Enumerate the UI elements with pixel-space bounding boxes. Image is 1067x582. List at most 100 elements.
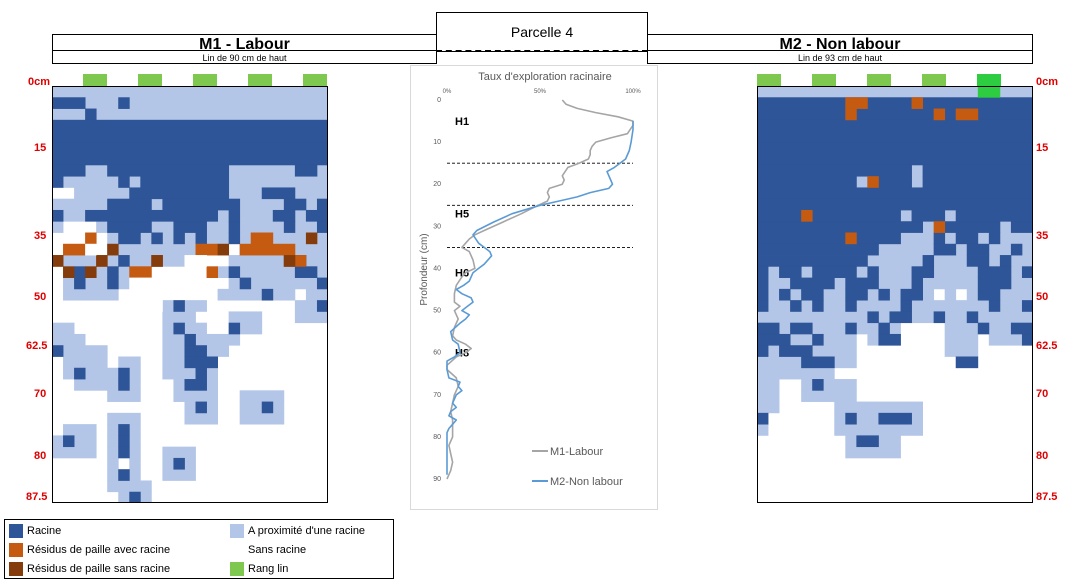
root-cell <box>118 97 130 109</box>
no-root-cell <box>85 243 97 256</box>
near-root-cell <box>845 435 857 448</box>
near-root-cell <box>316 266 328 278</box>
root-cell <box>316 300 328 312</box>
near-root-cell <box>184 322 207 335</box>
near-root-cell <box>834 401 923 414</box>
root-cell <box>933 311 946 324</box>
root-cell <box>922 255 935 267</box>
near-root-cell <box>85 367 108 380</box>
near-root-cell <box>52 108 86 121</box>
root-cell <box>790 322 813 335</box>
root-cell <box>988 300 1001 312</box>
near-root-cell <box>922 277 979 290</box>
root-cell <box>900 288 923 301</box>
legend-label: A proximité d'une racine <box>248 525 366 537</box>
root-cell <box>228 266 241 278</box>
near-root-cell <box>768 266 780 278</box>
root-cell <box>118 379 130 391</box>
chart-panel <box>410 65 658 510</box>
near-root-cell <box>52 198 108 211</box>
root-cell <box>878 412 912 425</box>
right-rang-marker <box>812 74 836 86</box>
legend: Racine Résidus de paille avec racine Rés… <box>4 519 394 579</box>
near-root-cell <box>294 300 318 312</box>
straw-with-root-cell <box>206 266 218 278</box>
near-root-cell <box>790 333 813 346</box>
near-root-cell <box>107 412 141 425</box>
near-root-cell <box>239 412 285 425</box>
near-root-cell <box>911 164 923 177</box>
near-root-cell <box>239 322 263 335</box>
row-marker-cell <box>977 86 1001 98</box>
near-root-cell <box>239 209 274 222</box>
near-root-cell <box>85 277 108 290</box>
near-root-cell <box>162 255 185 267</box>
near-root-cell <box>129 446 141 459</box>
near-root-cell <box>217 209 230 222</box>
near-root-cell <box>162 333 185 346</box>
near-root-cell <box>878 277 912 290</box>
near-root-cell <box>889 322 901 335</box>
near-root-cell <box>107 424 119 436</box>
near-root-cell <box>239 198 285 211</box>
legend-label: Résidus de paille sans racine <box>27 563 171 575</box>
root-cell <box>1021 266 1033 278</box>
left-rang-row <box>52 74 328 86</box>
root-cell <box>757 412 769 425</box>
root-cell <box>283 221 296 233</box>
root-cell <box>228 232 241 245</box>
near-root-cell <box>272 401 285 414</box>
near-root-cell <box>856 300 901 312</box>
y-tick-label: 30 <box>433 223 441 230</box>
near-root-cell <box>217 266 230 278</box>
root-cell <box>790 300 802 312</box>
near-root-cell <box>107 446 119 459</box>
center-header-dash <box>436 50 648 52</box>
root-cell <box>757 322 780 335</box>
left-rang-marker <box>303 74 327 86</box>
root-cell <box>757 131 1033 143</box>
root-cell <box>1021 333 1033 346</box>
near-root-cell <box>162 345 185 357</box>
depth-label: 50 <box>1036 291 1049 303</box>
near-root-cell <box>85 97 119 109</box>
root-cell <box>977 322 990 335</box>
root-cell <box>151 232 163 245</box>
center-title: Parcelle 4 <box>510 24 574 40</box>
root-cell <box>977 277 1012 290</box>
root-cell <box>294 164 318 177</box>
near-root-cell <box>922 288 935 301</box>
left-title: M1 - Labour <box>199 36 290 53</box>
root-cell <box>911 277 923 290</box>
near-root-cell <box>801 300 813 312</box>
root-cell <box>911 266 935 278</box>
root-cell <box>757 187 1033 200</box>
root-cell <box>845 277 879 290</box>
near-root-cell <box>173 390 218 402</box>
root-cell <box>118 446 130 459</box>
near-root-cell <box>63 424 97 436</box>
y-tick-label: 90 <box>433 476 441 483</box>
root-cell <box>261 401 274 414</box>
near-root-cell <box>845 446 901 459</box>
straw-without-root-cell <box>217 243 230 256</box>
right-rang-row <box>757 74 1033 86</box>
near-root-cell <box>162 300 174 312</box>
root-cell <box>812 379 824 391</box>
root-cell <box>52 119 328 132</box>
near-root-cell <box>834 412 846 425</box>
root-cell <box>1021 300 1033 312</box>
root-cell <box>261 288 274 301</box>
near-root-cell <box>834 277 846 290</box>
near-root-cell <box>1010 277 1033 290</box>
near-root-cell <box>52 435 64 448</box>
near-root-cell <box>294 209 307 222</box>
root-cell <box>812 266 857 278</box>
near-root-cell <box>118 491 130 503</box>
straw-with-root-cell <box>933 221 946 233</box>
straw-without-root-cell <box>63 266 75 278</box>
root-cell <box>228 221 241 233</box>
root-cell <box>812 300 824 312</box>
root-cell <box>74 266 86 278</box>
root-cell <box>999 255 1012 267</box>
